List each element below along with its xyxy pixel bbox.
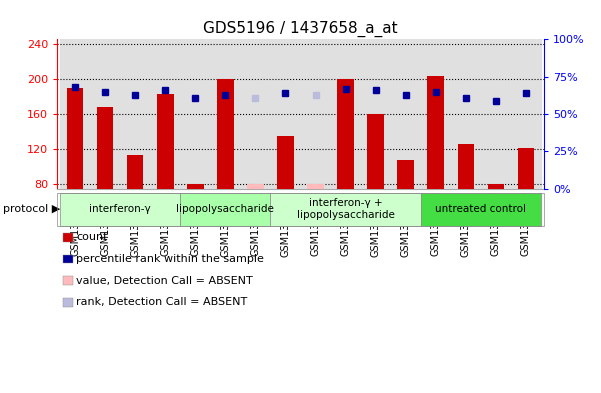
Bar <box>247 184 264 189</box>
Text: lipopolysaccharide: lipopolysaccharide <box>177 204 274 214</box>
Bar <box>307 184 324 189</box>
Bar <box>337 79 354 189</box>
Bar <box>120 39 150 189</box>
Text: count: count <box>76 232 108 242</box>
Bar <box>127 155 144 189</box>
Bar <box>187 184 204 189</box>
Bar <box>487 184 504 189</box>
Bar <box>180 39 210 189</box>
Title: GDS5196 / 1437658_a_at: GDS5196 / 1437658_a_at <box>203 20 398 37</box>
Bar <box>300 39 331 189</box>
Bar <box>90 39 120 189</box>
Text: interferon-γ +
lipopolysaccharide: interferon-γ + lipopolysaccharide <box>297 198 394 220</box>
Bar <box>511 39 541 189</box>
Text: rank, Detection Call = ABSENT: rank, Detection Call = ABSENT <box>76 297 248 307</box>
Bar <box>397 160 414 189</box>
Bar <box>97 107 114 189</box>
Bar <box>270 39 300 189</box>
Bar <box>331 39 361 189</box>
Text: protocol ▶: protocol ▶ <box>3 204 60 214</box>
Text: percentile rank within the sample: percentile rank within the sample <box>76 254 264 264</box>
Bar <box>67 88 84 189</box>
Bar <box>481 39 511 189</box>
Bar <box>421 39 451 189</box>
Bar <box>367 114 384 189</box>
Bar <box>451 39 481 189</box>
Bar <box>210 39 240 189</box>
Bar <box>240 39 270 189</box>
Bar <box>150 39 180 189</box>
Bar <box>457 144 474 189</box>
Bar <box>361 39 391 189</box>
Text: value, Detection Call = ABSENT: value, Detection Call = ABSENT <box>76 275 253 286</box>
Bar <box>157 94 174 189</box>
Text: interferon-γ: interferon-γ <box>90 204 151 214</box>
Bar <box>277 136 294 189</box>
Bar <box>427 76 444 189</box>
Bar <box>60 39 90 189</box>
Bar <box>517 148 534 189</box>
Bar <box>391 39 421 189</box>
Text: untreated control: untreated control <box>435 204 526 214</box>
Bar <box>217 79 234 189</box>
